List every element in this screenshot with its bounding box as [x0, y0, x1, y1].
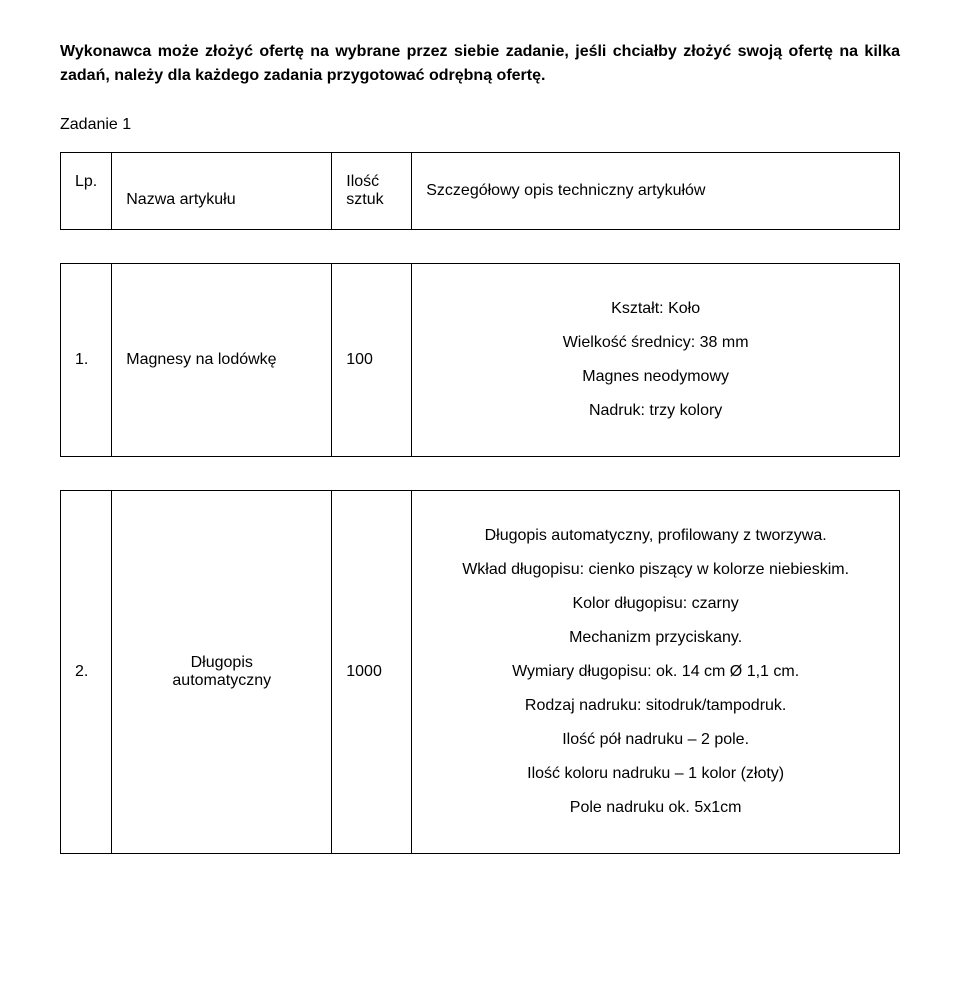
header-lp: Lp. [61, 153, 112, 230]
row1-spec3: Magnes neodymowy [426, 368, 885, 386]
header-name: Nazwa artykułu [112, 153, 332, 230]
row2-spec8: Ilość koloru nadruku – 1 kolor (złoty) [426, 765, 885, 783]
row2-lp: 2. [61, 491, 112, 854]
spacer-row-2 [61, 457, 900, 491]
header-desc: Szczegółowy opis techniczny artykułów [412, 153, 900, 230]
row2-name: Długopis automatyczny [112, 491, 332, 854]
table-row: 2. Długopis automatyczny 1000 Długopis a… [61, 491, 900, 854]
row1-name: Magnesy na lodówkę [112, 264, 332, 457]
row2-name-l1: Długopis [126, 654, 317, 672]
row1-spec2: Wielkość średnicy: 38 mm [426, 334, 885, 352]
row2-spec3: Kolor długopisu: czarny [426, 595, 885, 613]
row1-desc: Kształt: Koło Wielkość średnicy: 38 mm M… [412, 264, 900, 457]
row1-spec4: Nadruk: trzy kolory [426, 402, 885, 420]
row2-spec2: Wkład długopisu: cienko piszący w kolorz… [426, 561, 885, 579]
row2-spec5: Wymiary długopisu: ok. 14 cm Ø 1,1 cm. [426, 663, 885, 681]
row1-qty: 100 [332, 264, 412, 457]
row2-spec4: Mechanizm przyciskany. [426, 629, 885, 647]
header-qty-l1: Ilość [346, 173, 397, 191]
row2-qty: 1000 [332, 491, 412, 854]
row2-spec6: Rodzaj nadruku: sitodruk/tampodruk. [426, 697, 885, 715]
row1-lp: 1. [61, 264, 112, 457]
intro-paragraph: Wykonawca może złożyć ofertę na wybrane … [60, 40, 900, 88]
header-row: Lp. Nazwa artykułu Ilość sztuk Szczegóło… [61, 153, 900, 230]
task-label: Zadanie 1 [60, 116, 900, 134]
table-row: 1. Magnesy na lodówkę 100 Kształt: Koło … [61, 264, 900, 457]
header-qty: Ilość sztuk [332, 153, 412, 230]
row2-desc: Długopis automatyczny, profilowany z two… [412, 491, 900, 854]
row1-spec1: Kształt: Koło [426, 300, 885, 318]
header-qty-l2: sztuk [346, 191, 397, 209]
row2-spec1: Długopis automatyczny, profilowany z two… [426, 527, 885, 545]
row2-spec7: Ilość pół nadruku – 2 pole. [426, 731, 885, 749]
items-table: Lp. Nazwa artykułu Ilość sztuk Szczegóło… [60, 152, 900, 854]
row2-spec9: Pole nadruku ok. 5x1cm [426, 799, 885, 817]
spacer-row-1 [61, 230, 900, 264]
row2-name-l2: automatyczny [126, 672, 317, 690]
